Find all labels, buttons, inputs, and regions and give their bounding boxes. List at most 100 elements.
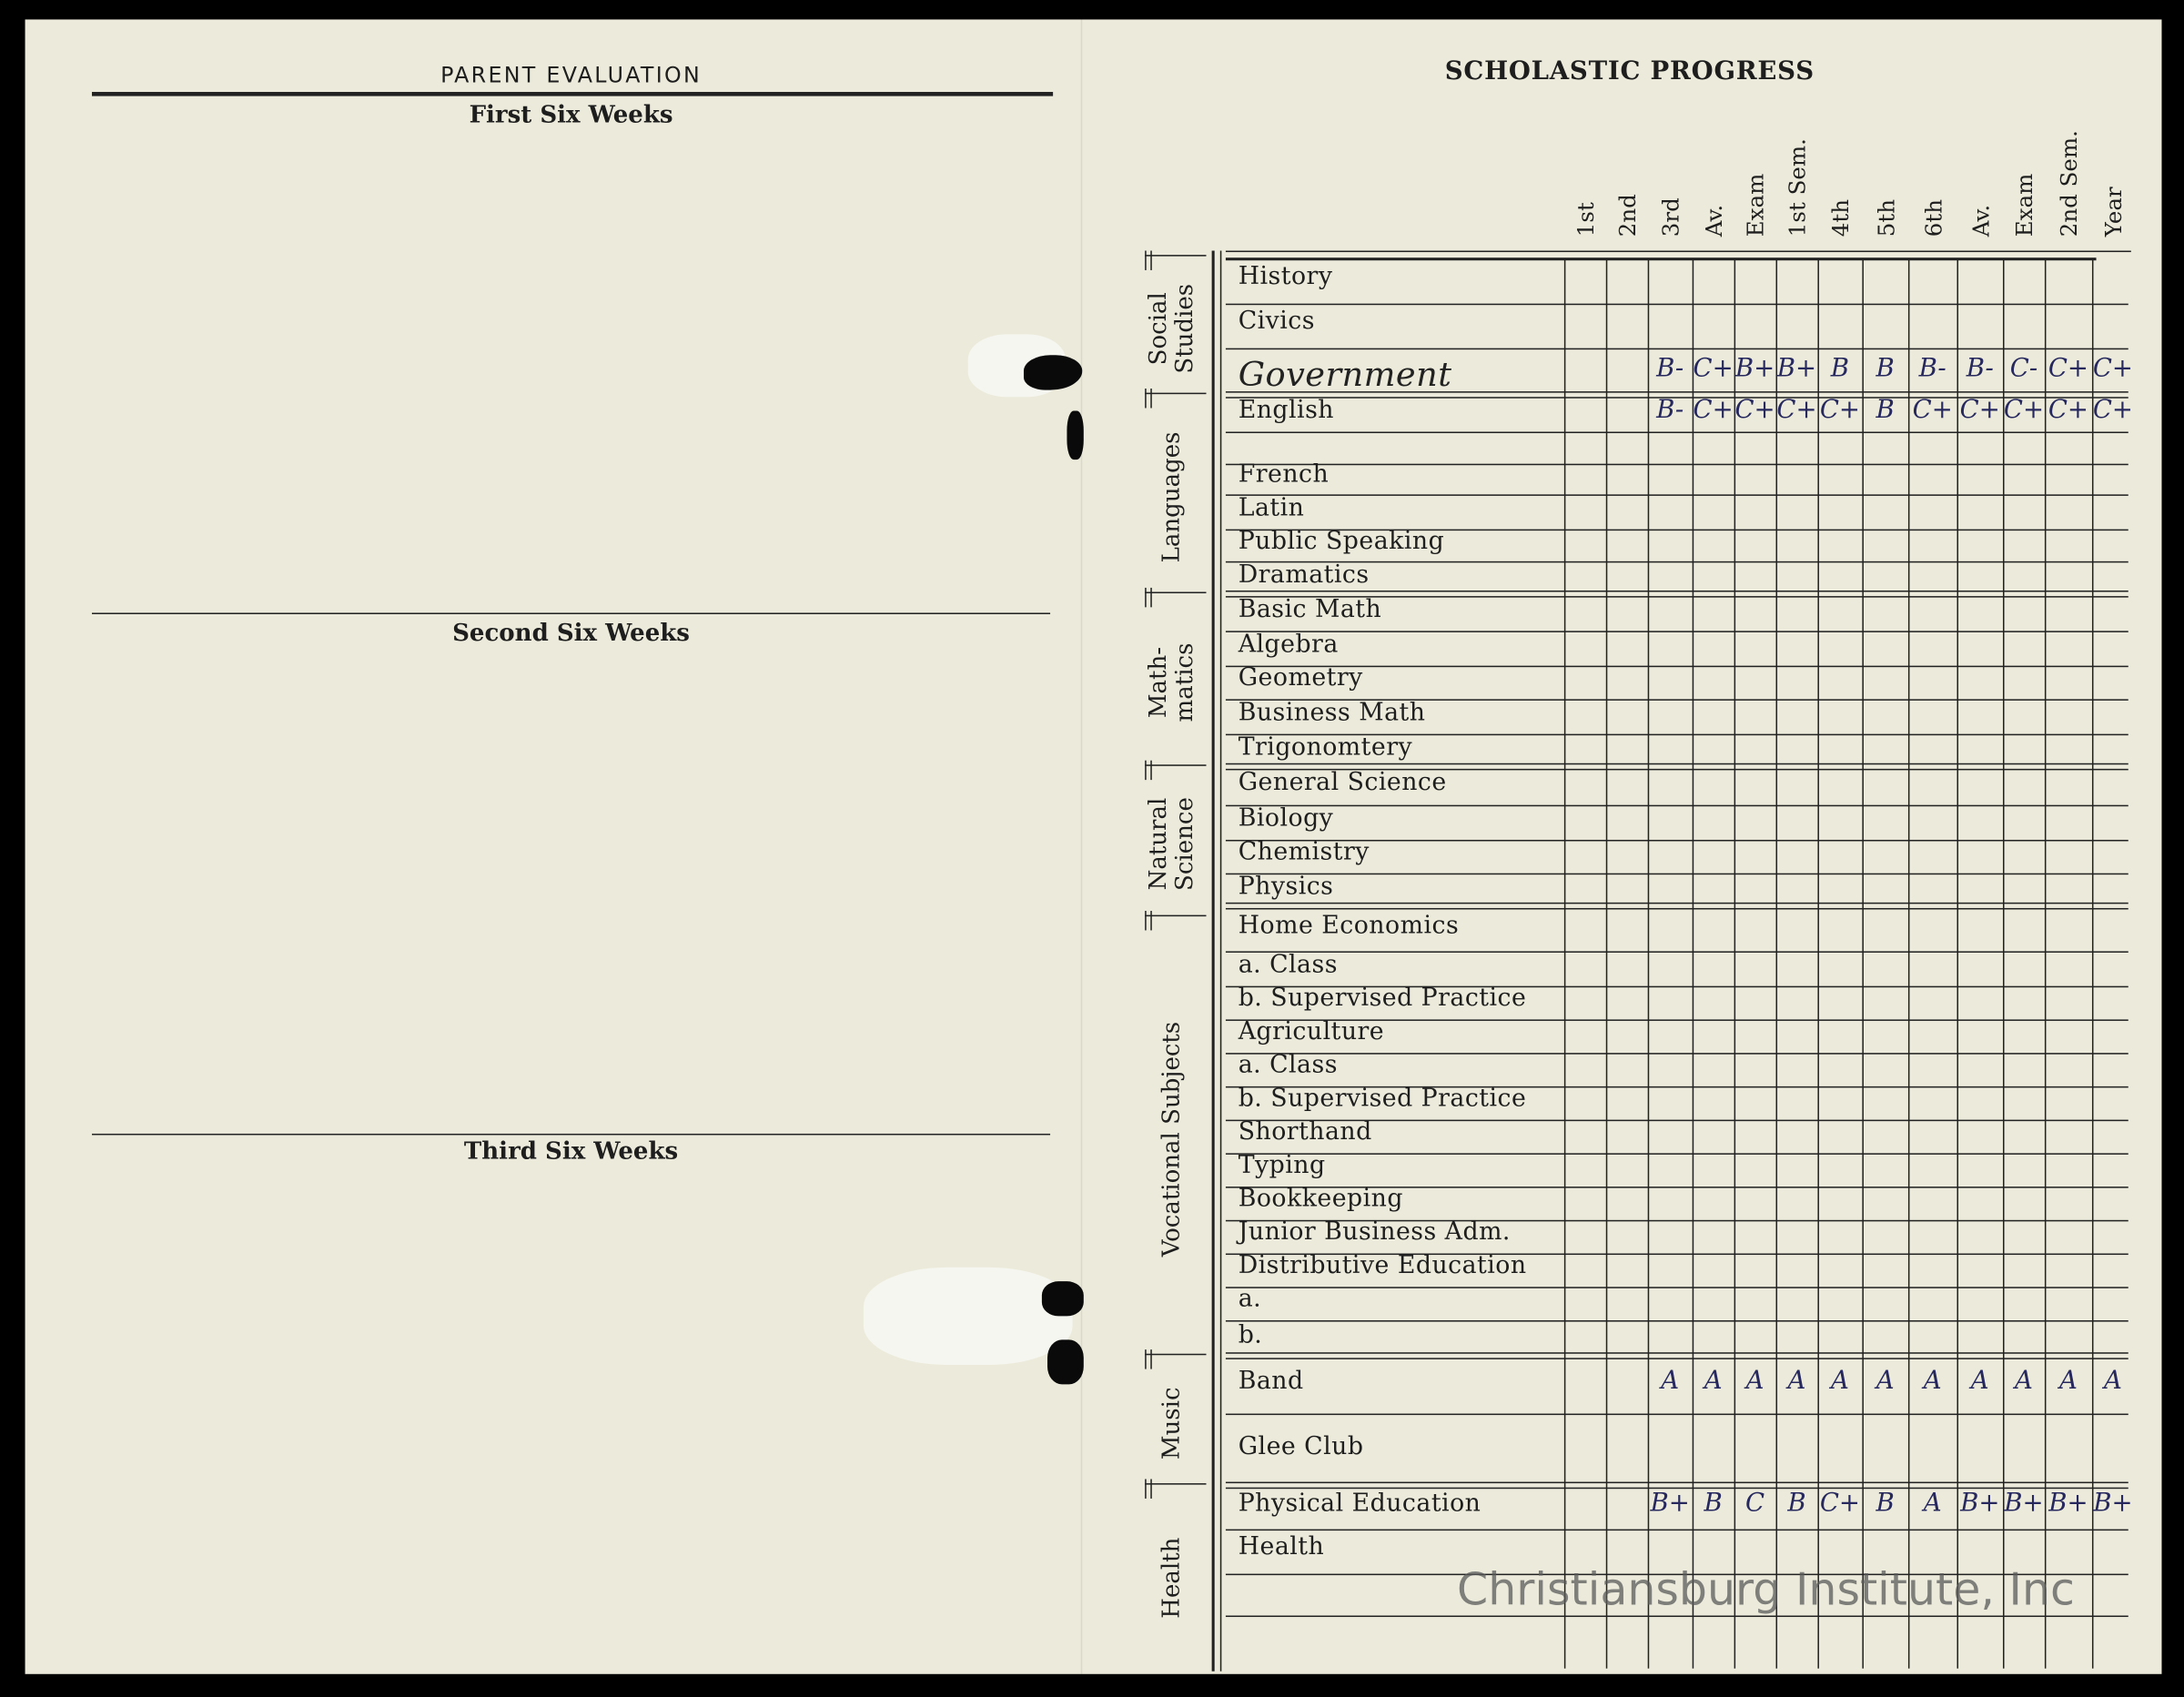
- grade-entry: C-: [2009, 353, 2038, 383]
- category-label: Vocational Subjects: [1158, 1020, 1187, 1257]
- third-six-weeks-heading: Third Six Weeks: [463, 1137, 679, 1167]
- row-line: [1225, 1086, 2128, 1088]
- grade-entry: A: [2058, 1366, 2078, 1396]
- grade-entry: A: [1876, 1366, 1895, 1396]
- subject-label: Junior Business Adm.: [1238, 1218, 1511, 1247]
- row-line: [1225, 699, 2128, 701]
- grade-entry: C+: [2092, 394, 2134, 425]
- category-bracket: [1145, 587, 1147, 608]
- subject-label: Civics: [1238, 308, 1315, 336]
- row-line: [1225, 596, 2128, 598]
- row-line: [1225, 1253, 2128, 1256]
- subject-label: Chemistry: [1238, 838, 1370, 867]
- row-line: [1225, 1187, 2128, 1188]
- divider: [92, 92, 1054, 96]
- subject-label: a.: [1238, 1285, 1262, 1314]
- grade-entry: B+: [1650, 1489, 1690, 1519]
- grid-column-line: [2044, 258, 2047, 1669]
- category-bracket: [1145, 764, 1207, 766]
- scholastic-progress-title: SCHOLASTIC PROGRESS: [1444, 56, 1815, 86]
- column-header: 1st: [1572, 202, 1600, 237]
- row-line: [1225, 1287, 2128, 1288]
- grade-entry: A: [1787, 1366, 1806, 1396]
- grade-entry: C+: [2048, 353, 2089, 383]
- subject-label: Glee Club: [1238, 1432, 1364, 1460]
- subject-label: French: [1238, 460, 1330, 490]
- row-line: [1225, 1573, 2128, 1576]
- grid-column-line: [2003, 258, 2005, 1669]
- column-header: Exam: [2011, 173, 2038, 237]
- category-label: Natural Science: [1145, 797, 1199, 891]
- grid-edge-line: [1211, 250, 1215, 1672]
- category-bracket: [1150, 389, 1152, 409]
- binding-hole: [1023, 355, 1083, 390]
- row-line: [1225, 1119, 2128, 1122]
- grid-column-line: [1605, 258, 1608, 1669]
- binding-hole: [1041, 1281, 1084, 1317]
- row-line: [1225, 873, 2128, 875]
- grade-entry: A: [2015, 1366, 2033, 1396]
- category-bracket: [1145, 1349, 1147, 1369]
- page-fold: [1080, 19, 1083, 1674]
- category-label: Languages: [1158, 430, 1187, 562]
- row-line: [1225, 1219, 2128, 1222]
- category-bracket: [1145, 389, 1147, 409]
- column-header: Exam: [1742, 173, 1769, 237]
- grade-entry: B: [1787, 1489, 1806, 1519]
- subject-label: Bookkeeping: [1238, 1185, 1403, 1214]
- grade-entry: C+: [1819, 1489, 1861, 1519]
- binding-hole: [1047, 1339, 1084, 1385]
- grade-entry: A: [1970, 1366, 1989, 1396]
- grade-entry: B: [1876, 394, 1895, 425]
- subject-label: b.: [1238, 1320, 1263, 1349]
- subject-label: Dramatics: [1238, 561, 1370, 589]
- subject-label: b. Supervised Practice: [1238, 1085, 1527, 1113]
- grade-entry: A: [1704, 1366, 1723, 1396]
- header-rule: [1225, 250, 2131, 253]
- row-line: [1225, 951, 2128, 953]
- row-line: [1225, 348, 2128, 350]
- category-bracket: [1145, 392, 1207, 395]
- subject-label: Algebra: [1238, 630, 1339, 659]
- subject-label: a. Class: [1238, 950, 1338, 979]
- first-six-weeks-heading: First Six Weeks: [469, 101, 673, 130]
- category-label: Music: [1158, 1386, 1187, 1460]
- grid-column-line: [1647, 258, 1650, 1669]
- column-header: 3rd: [1657, 197, 1684, 237]
- column-header: Year: [2100, 187, 2128, 237]
- subject-label: Government: [1238, 354, 1452, 394]
- subject-label: Distributive Education: [1238, 1252, 1527, 1280]
- grade-entry: B: [1876, 1489, 1895, 1519]
- category-bracket: [1145, 1483, 1207, 1485]
- grade-entry: B: [1704, 1489, 1723, 1519]
- row-line: [1225, 763, 2128, 765]
- grade-entry: A: [1745, 1366, 1764, 1396]
- column-header: 6th: [1919, 198, 1947, 237]
- grade-entry: A: [1661, 1366, 1680, 1396]
- subject-label: Trigonomtery: [1238, 732, 1413, 762]
- grade-entry: B+: [1776, 353, 1817, 383]
- grid-column-line: [1817, 258, 1819, 1669]
- grade-entry: C+: [1819, 394, 1861, 425]
- row-line: [1225, 397, 2128, 399]
- category-bracket: [1150, 760, 1152, 781]
- row-line: [1225, 463, 2128, 466]
- divider: [92, 1133, 1051, 1136]
- grid-column-line: [1734, 258, 1736, 1669]
- grid-column-line: [1907, 258, 1910, 1669]
- category-bracket: [1145, 255, 1207, 257]
- grade-entry: C+: [2003, 394, 2045, 425]
- row-line: [1225, 1413, 2128, 1416]
- row-line: [1225, 665, 2128, 668]
- subject-label: Latin: [1238, 493, 1305, 522]
- category-bracket: [1150, 250, 1152, 270]
- category-label: Social Studies: [1145, 283, 1199, 373]
- category-bracket: [1145, 1479, 1147, 1499]
- category-bracket: [1145, 914, 1207, 917]
- grade-entry: C+: [1959, 394, 2000, 425]
- second-six-weeks-heading: Second Six Weeks: [452, 620, 690, 648]
- row-line: [1225, 1487, 2128, 1490]
- header-rule: [1225, 258, 2097, 261]
- category-bracket: [1145, 250, 1147, 270]
